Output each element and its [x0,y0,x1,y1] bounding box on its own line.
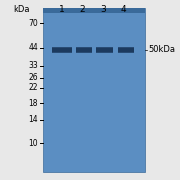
Text: 70: 70 [28,19,38,28]
Bar [43,8,145,172]
Text: 14: 14 [28,116,38,125]
Bar [43,8,145,13]
Text: 1: 1 [59,5,65,14]
Text: 2: 2 [79,5,85,14]
Text: 4: 4 [120,5,126,14]
Text: 22: 22 [28,84,38,93]
Text: 18: 18 [28,98,38,107]
Text: 44: 44 [28,44,38,53]
Text: kDa: kDa [14,5,30,14]
Text: 10: 10 [28,138,38,147]
Text: 50kDa: 50kDa [148,46,175,55]
Text: 3: 3 [100,5,106,14]
Text: 33: 33 [28,62,38,71]
Text: 26: 26 [28,73,38,82]
